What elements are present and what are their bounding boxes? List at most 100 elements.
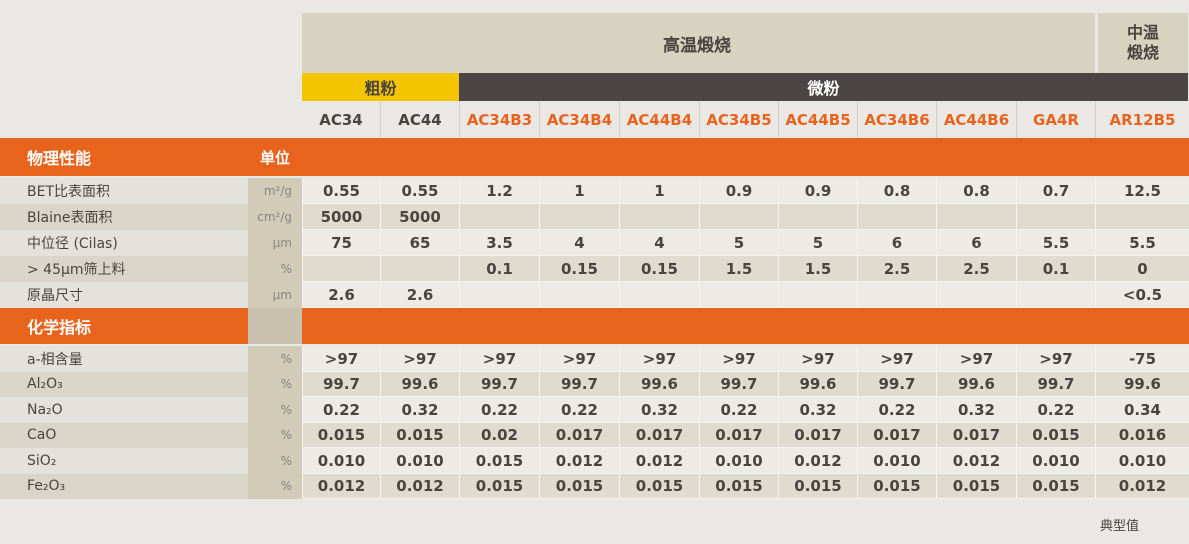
table-cell: 0.22 bbox=[539, 397, 619, 423]
table-cell: 2.6 bbox=[380, 282, 459, 308]
table-cell: 0.22 bbox=[1016, 397, 1095, 423]
table-cell: 0.012 bbox=[539, 448, 619, 474]
table-cell: 0.7 bbox=[1016, 178, 1095, 204]
mid-temp-label-1: 中温 bbox=[1126, 23, 1159, 42]
coarse-header: 粗粉 bbox=[302, 73, 459, 101]
table-cell: 12.5 bbox=[1095, 178, 1189, 204]
table-cell bbox=[1095, 204, 1189, 230]
coarse-label: 粗粉 bbox=[364, 79, 397, 98]
table-cell: 99.7 bbox=[699, 371, 778, 397]
row-label: CaO bbox=[0, 422, 248, 448]
fine-header: 微粉 bbox=[459, 73, 1188, 101]
table-cell: 0.55 bbox=[302, 178, 380, 204]
table-cell: 1.5 bbox=[778, 256, 857, 282]
table-cell: >97 bbox=[936, 346, 1016, 372]
table-cell: 0.15 bbox=[619, 256, 699, 282]
table-cell: 0.012 bbox=[936, 448, 1016, 474]
physical-section-bar bbox=[0, 138, 1189, 176]
table-cell: 0.8 bbox=[857, 178, 936, 204]
row-unit: % bbox=[248, 448, 302, 474]
row-unit: m²/g bbox=[248, 178, 302, 204]
table-cell: 5000 bbox=[302, 204, 380, 230]
row-unit: % bbox=[248, 346, 302, 372]
table-cell: 0.8 bbox=[936, 178, 1016, 204]
table-cell: 1.5 bbox=[699, 256, 778, 282]
table-cell: 0.012 bbox=[380, 473, 459, 499]
table-cell: 5 bbox=[699, 230, 778, 256]
table-cell: 6 bbox=[857, 230, 936, 256]
product-name: GA4R bbox=[1016, 101, 1095, 138]
table-cell bbox=[539, 204, 619, 230]
product-name: AR12B5 bbox=[1095, 101, 1189, 138]
table-cell bbox=[539, 282, 619, 308]
table-cell: 4 bbox=[539, 230, 619, 256]
product-name: AC44B6 bbox=[936, 101, 1016, 138]
mid-temp-header: 中温 煅烧 bbox=[1095, 13, 1188, 73]
row-label: BET比表面积 bbox=[0, 178, 248, 204]
high-temp-header: 高温煅烧 bbox=[302, 13, 1092, 73]
table-cell: 0.012 bbox=[619, 448, 699, 474]
table-cell: 99.6 bbox=[1095, 371, 1189, 397]
table-cell: 0.55 bbox=[380, 178, 459, 204]
table-cell bbox=[857, 204, 936, 230]
table-cell: 0.32 bbox=[380, 397, 459, 423]
table-cell bbox=[619, 282, 699, 308]
row-label: > 45μm筛上料 bbox=[0, 256, 248, 282]
table-cell: 99.6 bbox=[619, 371, 699, 397]
row-unit: % bbox=[248, 256, 302, 282]
table-cell bbox=[459, 204, 539, 230]
table-cell: >97 bbox=[380, 346, 459, 372]
footnote: 典型值 bbox=[1100, 519, 1140, 534]
table-cell bbox=[857, 282, 936, 308]
table-cell bbox=[699, 204, 778, 230]
table-cell: 0.015 bbox=[380, 422, 459, 448]
table-cell: 0.012 bbox=[1095, 473, 1189, 499]
header-band bbox=[302, 13, 1188, 73]
table-cell: 6 bbox=[936, 230, 1016, 256]
table-cell: 99.6 bbox=[380, 371, 459, 397]
table-cell: 0.017 bbox=[539, 422, 619, 448]
row-unit: % bbox=[248, 422, 302, 448]
row-label: SiO₂ bbox=[0, 448, 248, 474]
table-cell: 0.9 bbox=[699, 178, 778, 204]
table-cell: >97 bbox=[302, 346, 380, 372]
table-cell: 0.015 bbox=[857, 473, 936, 499]
table-cell: 0.9 bbox=[778, 178, 857, 204]
table-cell: 0.010 bbox=[1016, 448, 1095, 474]
table-cell: 0.22 bbox=[302, 397, 380, 423]
table-cell: >97 bbox=[778, 346, 857, 372]
table-cell: 99.7 bbox=[539, 371, 619, 397]
table-cell: 0.015 bbox=[539, 473, 619, 499]
table-cell: 0.22 bbox=[699, 397, 778, 423]
table-cell: 0.010 bbox=[302, 448, 380, 474]
table-cell: 0.015 bbox=[619, 473, 699, 499]
product-name: AC34 bbox=[302, 101, 380, 138]
table-cell: >97 bbox=[459, 346, 539, 372]
product-name: AC34B6 bbox=[857, 101, 936, 138]
table-cell: >97 bbox=[857, 346, 936, 372]
table-cell bbox=[302, 256, 380, 282]
table-cell: 0.32 bbox=[936, 397, 1016, 423]
table-cell bbox=[1016, 282, 1095, 308]
table-cell: 99.6 bbox=[936, 371, 1016, 397]
product-name: AC34B5 bbox=[699, 101, 778, 138]
table-cell bbox=[459, 282, 539, 308]
table-cell bbox=[778, 204, 857, 230]
table-cell: 0.32 bbox=[619, 397, 699, 423]
table-cell: >97 bbox=[619, 346, 699, 372]
row-unit: cm²/g bbox=[248, 204, 302, 230]
table-cell: -75 bbox=[1095, 346, 1189, 372]
table-cell: 0.015 bbox=[459, 448, 539, 474]
row-label: 原晶尺寸 bbox=[0, 282, 248, 308]
table-cell: 0.010 bbox=[380, 448, 459, 474]
table-cell: 0.010 bbox=[699, 448, 778, 474]
table-cell bbox=[380, 256, 459, 282]
table-cell: 99.7 bbox=[1016, 371, 1095, 397]
table-cell: 0.015 bbox=[302, 422, 380, 448]
table-cell: 5000 bbox=[380, 204, 459, 230]
row-label: a-相含量 bbox=[0, 346, 248, 372]
table-cell: <0.5 bbox=[1095, 282, 1189, 308]
table-cell: 99.6 bbox=[778, 371, 857, 397]
table-cell: 99.7 bbox=[302, 371, 380, 397]
table-cell: 0.015 bbox=[1016, 473, 1095, 499]
